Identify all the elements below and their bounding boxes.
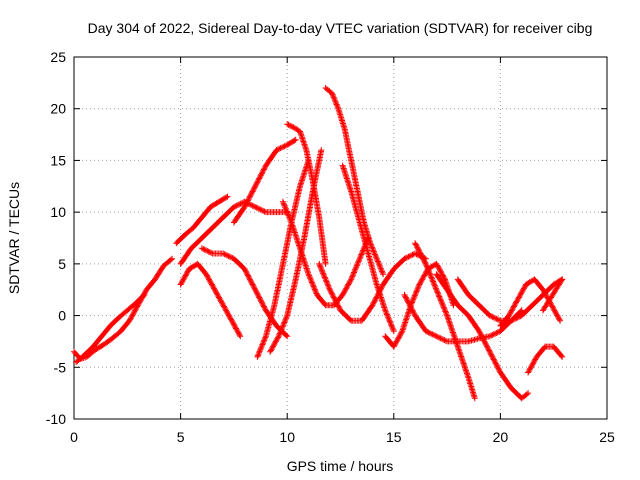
series-arc-2	[73, 291, 148, 366]
data-points	[71, 85, 566, 402]
data-point-markers	[177, 260, 244, 340]
series-arc-14	[339, 162, 397, 335]
series-arc-10	[284, 121, 329, 267]
series-arc-7	[230, 136, 299, 226]
data-point-markers	[284, 121, 329, 267]
data-point-markers	[279, 198, 372, 309]
data-point-markers	[525, 343, 566, 376]
data-point-markers	[267, 147, 325, 355]
series-arc-18	[433, 271, 532, 402]
data-point-markers	[230, 136, 299, 226]
y-axis-label: SDTVAR / TECUs	[6, 182, 22, 294]
series-arc-17	[412, 240, 478, 402]
y-tick-label: 5	[58, 256, 66, 272]
x-axis-label: GPS time / hours	[287, 458, 394, 474]
y-tick-label: 15	[50, 152, 66, 168]
series-arc-3	[173, 193, 231, 247]
grid	[74, 57, 607, 419]
x-tick-label: 10	[279, 429, 295, 445]
data-point-markers	[433, 271, 532, 402]
plot-frame	[73, 56, 608, 420]
data-point-markers	[73, 291, 148, 366]
x-tick-label: 15	[386, 429, 402, 445]
x-tick-label: 0	[70, 429, 78, 445]
series-arc-11	[279, 198, 372, 309]
y-tick-label: -10	[46, 411, 66, 427]
series-arc-12	[322, 85, 387, 278]
data-point-markers	[454, 276, 566, 324]
series-arc-1	[71, 255, 176, 362]
series-arc-22	[540, 276, 566, 314]
series-arc-4	[177, 260, 244, 340]
y-tick-label: 20	[50, 101, 66, 117]
x-tick-label: 5	[177, 429, 185, 445]
chart-title: Day 304 of 2022, Sidereal Day-to-day VTE…	[88, 20, 593, 36]
y-tick-label: 10	[50, 204, 66, 220]
y-tick-label: 0	[58, 308, 66, 324]
series-arc-21	[525, 343, 566, 376]
data-point-markers	[173, 193, 231, 247]
data-point-markers	[339, 162, 397, 335]
series-arc-19	[454, 276, 566, 324]
series-arc-9	[267, 147, 325, 355]
data-point-markers	[316, 250, 429, 324]
data-point-markers	[322, 85, 387, 278]
data-point-markers	[540, 276, 566, 314]
y-tick-label: 25	[50, 49, 66, 65]
data-point-markers	[412, 240, 478, 402]
x-tick-label: 20	[493, 429, 509, 445]
data-point-markers	[71, 255, 176, 362]
y-tick-label: -5	[54, 359, 67, 375]
x-tick-label: 25	[599, 429, 615, 445]
series-arc-13	[316, 250, 429, 324]
axis-ticks: 0 5 10 15 20 25 -10 -5 0 5 10 15 20 25	[46, 49, 615, 445]
